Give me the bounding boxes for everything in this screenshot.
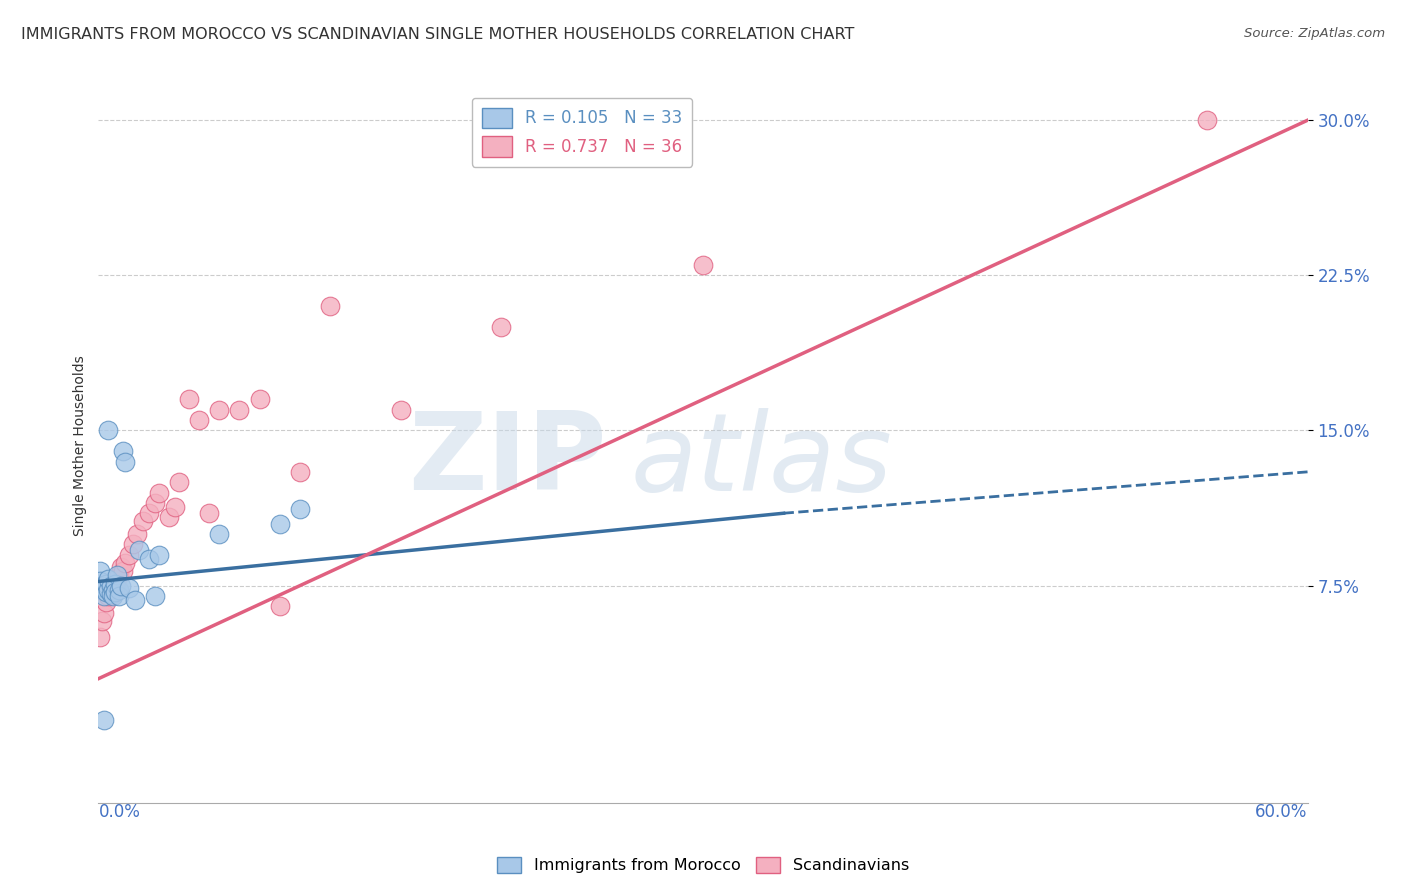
Text: 0.0%: 0.0%: [98, 803, 141, 821]
Point: [101, 589, 124, 603]
Point: [228, 402, 250, 417]
Point: [288, 465, 311, 479]
Text: Source: ZipAtlas.com: Source: ZipAtlas.com: [1244, 27, 1385, 40]
Point: [143, 496, 166, 510]
Y-axis label: Single Mother Households: Single Mother Households: [73, 356, 87, 536]
Point: [208, 527, 231, 541]
Point: [93, 589, 115, 603]
Point: [132, 515, 155, 529]
Point: [89, 574, 111, 589]
Point: [91, 582, 114, 597]
Point: [249, 392, 271, 407]
Point: [105, 573, 128, 587]
Point: [1195, 113, 1218, 128]
Text: atlas: atlas: [630, 408, 893, 513]
Point: [692, 258, 714, 272]
Point: [101, 587, 124, 601]
Point: [179, 392, 201, 407]
Point: [96, 576, 118, 591]
Legend: Immigrants from Morocco, Scandinavians: Immigrants from Morocco, Scandinavians: [491, 850, 915, 880]
Text: 60.0%: 60.0%: [1256, 803, 1308, 821]
Text: IMMIGRANTS FROM MOROCCO VS SCANDINAVIAN SINGLE MOTHER HOUSEHOLDS CORRELATION CHA: IMMIGRANTS FROM MOROCCO VS SCANDINAVIAN …: [21, 27, 855, 42]
Point: [491, 320, 513, 334]
Point: [128, 543, 150, 558]
Point: [118, 581, 141, 595]
Point: [114, 556, 136, 570]
Point: [208, 402, 231, 417]
Point: [100, 579, 122, 593]
Point: [163, 500, 186, 514]
Point: [138, 506, 160, 520]
Point: [89, 630, 111, 644]
Point: [103, 584, 125, 599]
Point: [97, 424, 120, 438]
Point: [269, 599, 291, 614]
Point: [143, 589, 166, 603]
Point: [100, 582, 122, 597]
Point: [148, 548, 170, 562]
Point: [97, 573, 120, 587]
Point: [91, 579, 114, 593]
Point: [89, 564, 111, 578]
Point: [107, 568, 129, 582]
Point: [148, 485, 170, 500]
Point: [319, 299, 342, 313]
Point: [107, 582, 129, 597]
Point: [97, 582, 120, 597]
Point: [103, 576, 125, 591]
Point: [97, 589, 120, 603]
Point: [389, 402, 412, 417]
Point: [138, 551, 160, 566]
Point: [269, 516, 291, 531]
Point: [96, 595, 118, 609]
Point: [167, 475, 190, 490]
Point: [111, 444, 134, 458]
Legend: R = 0.105   N = 33, R = 0.737   N = 36: R = 0.105 N = 33, R = 0.737 N = 36: [472, 97, 692, 167]
Point: [107, 589, 129, 603]
Point: [103, 581, 125, 595]
Point: [118, 548, 141, 562]
Point: [157, 510, 180, 524]
Point: [124, 593, 146, 607]
Point: [188, 413, 211, 427]
Point: [111, 564, 134, 578]
Point: [105, 568, 128, 582]
Point: [125, 527, 148, 541]
Text: ZIP: ZIP: [408, 408, 606, 513]
Point: [91, 614, 114, 628]
Point: [93, 606, 115, 620]
Point: [101, 582, 124, 597]
Point: [93, 713, 115, 727]
Point: [110, 579, 132, 593]
Point: [121, 537, 143, 551]
Point: [96, 584, 118, 599]
Point: [114, 454, 136, 468]
Point: [100, 587, 122, 601]
Point: [288, 502, 311, 516]
Point: [93, 581, 115, 595]
Point: [198, 506, 221, 520]
Point: [110, 560, 132, 574]
